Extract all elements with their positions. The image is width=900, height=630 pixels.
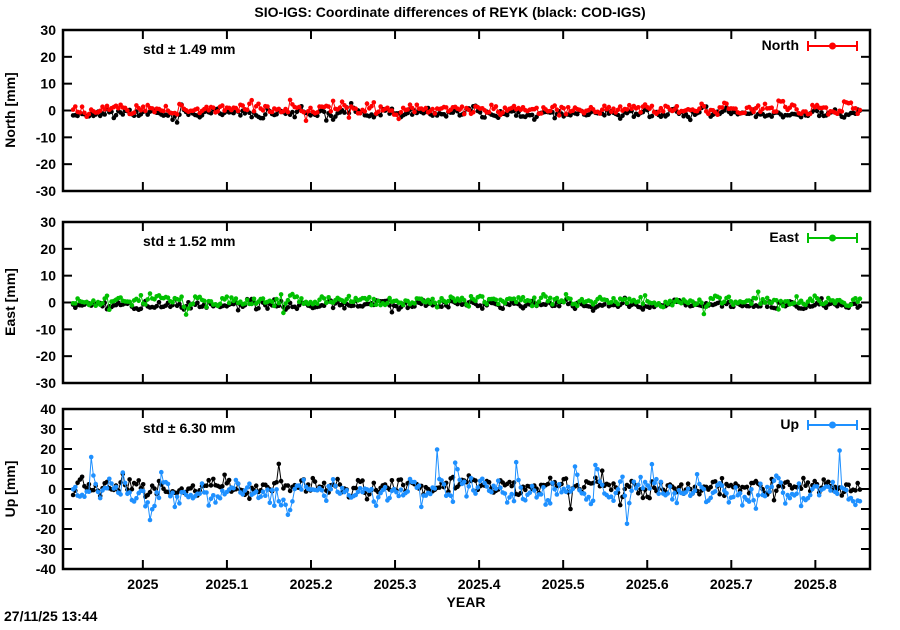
y-tick-label: 30	[40, 214, 56, 230]
y-tick-label: -20	[36, 156, 56, 172]
y-tick-label: -20	[36, 348, 56, 364]
up-y-axis-label: Up [mm]	[2, 461, 18, 518]
up-panel-border	[61, 407, 872, 571]
east-legend-label: East	[769, 229, 799, 245]
y-tick-label: -10	[36, 129, 56, 145]
up-panel: 2025 2025.1 2025.2 2025.3 2025.4 2025.5 2025.6…	[36, 401, 872, 592]
y-tick-label: -30	[36, 541, 56, 557]
y-tick-label: -30	[36, 183, 56, 199]
y-tick-label: 30	[40, 22, 56, 38]
north-panel-border	[61, 28, 872, 193]
up-std-annotation: std ± 6.30 mm	[143, 420, 236, 436]
y-tick-label: 10	[40, 461, 56, 477]
x-tick-label: 2025.1	[206, 576, 249, 592]
x-tick-label: 2025.6	[626, 576, 669, 592]
y-tick-label: 20	[40, 241, 56, 257]
y-tick-label: 40	[40, 401, 56, 417]
north-legend-marker	[807, 41, 858, 51]
north-data	[70, 97, 863, 125]
y-tick-label: -20	[36, 521, 56, 537]
y-tick-label: -30	[36, 375, 56, 391]
x-axis-label: YEAR	[447, 594, 486, 610]
east-panel-border	[61, 220, 872, 385]
x-tick-label: 2025	[127, 576, 158, 592]
north-legend-label: North	[762, 37, 799, 53]
x-tick-label: 2025.4	[458, 576, 501, 592]
y-tick-label: 30	[40, 421, 56, 437]
east-std-annotation: std ± 1.52 mm	[143, 233, 236, 249]
x-tick-label: 2025.3	[374, 576, 417, 592]
y-tick-label: 0	[48, 103, 56, 119]
north-std-annotation: std ± 1.49 mm	[143, 41, 236, 57]
y-tick-label: 10	[40, 268, 56, 284]
up-legend-label: Up	[780, 416, 799, 432]
y-tick-label: 0	[48, 295, 56, 311]
north-panel: 30 20 10 0 -10 -20 -30	[36, 22, 872, 199]
x-tick-label: 2025.7	[710, 576, 753, 592]
y-tick-label: -10	[36, 501, 56, 517]
north-series-sio-igs	[70, 97, 863, 123]
x-tick-label: 2025.2	[290, 576, 333, 592]
y-tick-label: 10	[40, 76, 56, 92]
y-tick-label: 20	[40, 49, 56, 65]
east-axis-ticks: 30 20 10 0 -10 -20 -30	[36, 214, 870, 391]
up-data	[70, 447, 863, 527]
up-axis-ticks: 2025 2025.1 2025.2 2025.3 2025.4 2025.5 2025.6…	[36, 401, 870, 592]
east-panel: 30 20 10 0 -10 -20 -30	[36, 214, 872, 391]
east-series-sio-igs	[70, 289, 863, 317]
east-data	[70, 289, 863, 317]
up-series-sio-igs	[70, 447, 863, 527]
y-tick-label: -10	[36, 321, 56, 337]
chart-title: SIO-IGS: Coordinate differences of REYK …	[254, 4, 645, 20]
up-legend-marker	[807, 420, 858, 430]
y-tick-label: 0	[48, 481, 56, 497]
east-y-axis-label: East [mm]	[2, 268, 18, 336]
north-y-axis-label: North [mm]	[2, 72, 18, 147]
x-tick-label: 2025.8	[794, 576, 837, 592]
x-tick-label: 2025.5	[542, 576, 585, 592]
y-tick-label: -40	[36, 561, 56, 577]
plot-timestamp: 27/11/25 13:44	[4, 608, 98, 624]
y-tick-label: 20	[40, 441, 56, 457]
east-legend-marker	[807, 233, 858, 243]
